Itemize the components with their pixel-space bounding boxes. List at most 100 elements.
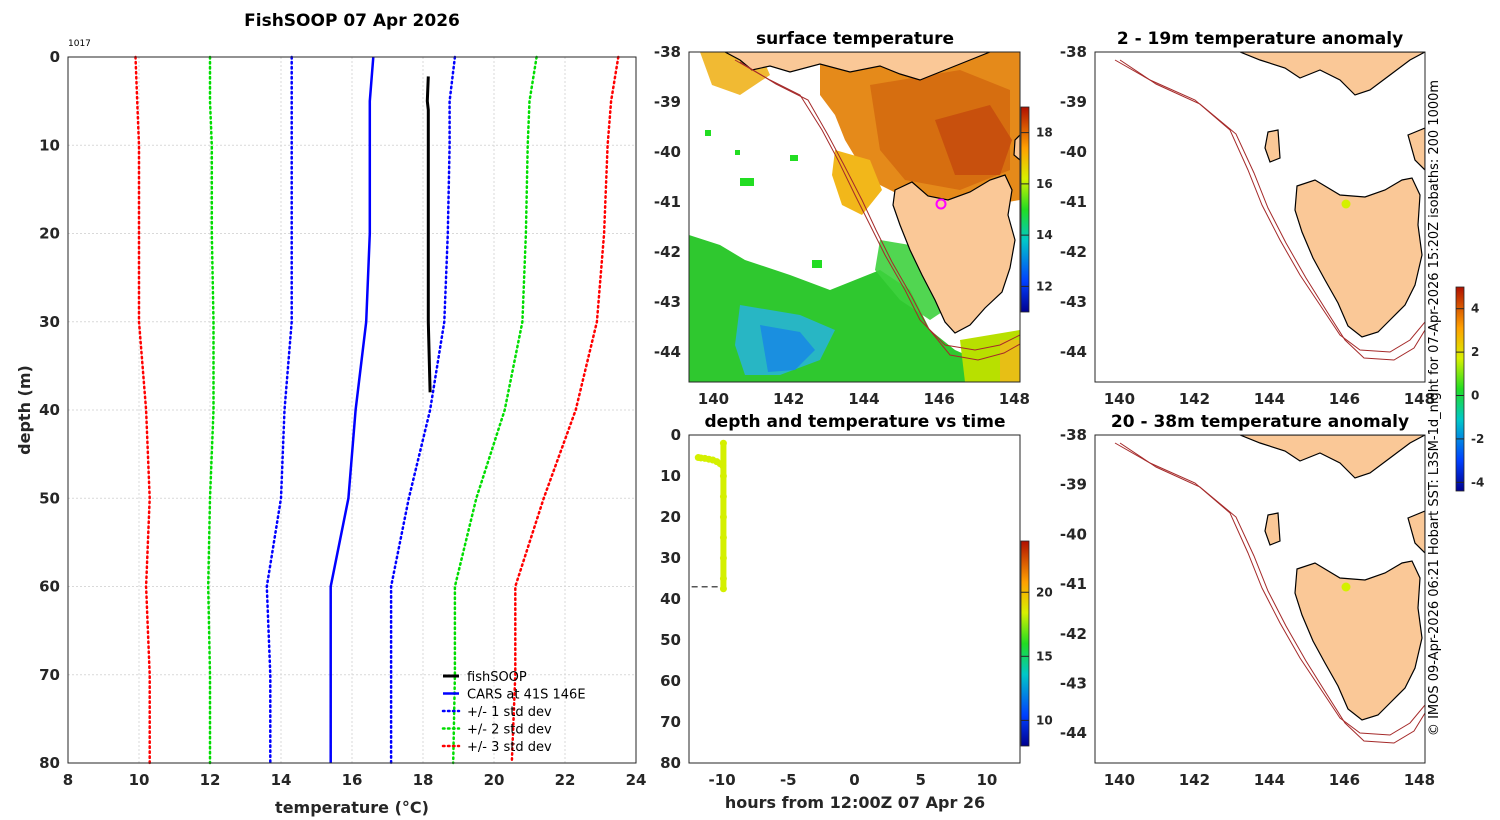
profile-y-ticks: 0 10 20 30 40 50 60 70 80	[39, 48, 60, 772]
map-y-tick-label: -42	[654, 243, 681, 261]
profile-x-tick-label: 20	[484, 771, 505, 789]
map-y-tick-label: -40	[654, 143, 681, 161]
depth-time-chart-title: depth and temperature vs time	[705, 412, 1006, 432]
profile-annotation: 1017	[68, 39, 91, 49]
depth-time-colorbar	[1020, 540, 1030, 747]
map-x-tick-label: 146	[1329, 771, 1360, 789]
anomaly-upper-marker	[1341, 199, 1351, 209]
map-y-tick-label: -38	[654, 43, 681, 61]
anomaly-lower-map: 20 - 38m temperature anomaly 140 142 144 14…	[1060, 286, 1484, 789]
colorbar-tick-label: 20	[1036, 585, 1053, 599]
sst-sample-location-marker	[935, 198, 947, 210]
depth-time-y-tick-label: 30	[660, 549, 681, 567]
map-x-tick-label: 142	[1179, 390, 1210, 408]
map-y-tick-label: -39	[1060, 93, 1087, 111]
profile-line-cars-at-41s-146e	[329, 56, 375, 763]
profile-legend-label: CARS at 41S 146E	[467, 688, 586, 703]
map-y-tick-label: -43	[1060, 674, 1087, 692]
depth-time-colorbar-ticks: 10 15 20	[1021, 585, 1053, 727]
profile-y-tick-label: 0	[50, 48, 60, 66]
colorbar-tick-label: 0	[1471, 389, 1479, 403]
profile-x-tick-label: 8	[63, 771, 73, 789]
map-y-tick-label: -40	[1060, 525, 1087, 543]
profile-legend-label: +/- 3 std dev	[467, 740, 552, 755]
depth-time-y-tick-label: 70	[660, 713, 681, 731]
depth-time-point	[719, 513, 727, 521]
profile-grid	[67, 56, 637, 764]
map-x-tick-label: 146	[923, 390, 954, 408]
depth-time-y-tick-label: 40	[660, 590, 681, 608]
sst-colorbar-ticks: 12 14 16 18	[1021, 126, 1053, 293]
profile-legend-label: +/- 2 std dev	[467, 723, 552, 738]
depth-time-y-tick-label: 80	[660, 754, 681, 772]
colorbar-tick-label: -4	[1471, 475, 1484, 489]
depth-time-point	[719, 534, 727, 541]
sst-map-x-ticks: 140 142 144 146 148	[698, 390, 1030, 408]
map-x-tick-label: 148	[1404, 390, 1435, 408]
anomaly-lower-frame	[1094, 434, 1426, 764]
profile-x-tick-label: 24	[626, 771, 647, 789]
depth-time-point	[719, 472, 727, 480]
depth-time-y-tick-label: 10	[660, 467, 681, 485]
map-y-tick-label: -44	[654, 343, 681, 361]
profile-series	[134, 55, 620, 765]
map-y-tick-label: -42	[1060, 243, 1087, 261]
profile-legend-label: +/- 1 std dev	[467, 705, 552, 720]
profile-x-tick-label: 14	[271, 771, 292, 789]
mainland-australia	[1239, 52, 1425, 96]
sst-map-frame	[688, 51, 1021, 383]
profile-y-tick-label: 70	[39, 666, 60, 684]
profile-x-tick-label: 22	[555, 771, 576, 789]
profile-x-tick-label: 16	[342, 771, 363, 789]
colorbar-tick-label: 15	[1036, 649, 1053, 663]
map-x-tick-label: 142	[773, 390, 804, 408]
map-y-tick-label: -41	[654, 193, 681, 211]
colorbar-tick-label: 2	[1471, 345, 1479, 359]
mainland-australia	[1239, 435, 1425, 479]
depth-time-point	[719, 575, 727, 582]
depth-time-x-tick-label: -10	[709, 771, 736, 789]
colorbar-tick-label: -2	[1471, 432, 1484, 446]
depth-time-y-tick-label: 50	[660, 631, 681, 649]
profile-line-fishsoop	[425, 76, 432, 393]
depth-time-points	[691, 439, 727, 593]
profile-y-tick-label: 60	[39, 578, 60, 596]
sst-colorbar	[1020, 106, 1030, 313]
profile-chart-title: FishSOOP 07 Apr 2026	[244, 11, 460, 31]
profile-legend: fishSOOP CARS at 41S 146E +/- 1 std dev +/-…	[441, 670, 586, 755]
map-y-tick-label: -43	[1060, 293, 1087, 311]
depth-time-x-ticks: -10 -5 0 5 10	[709, 771, 998, 789]
tasmania	[1294, 560, 1423, 721]
depth-time-point	[719, 554, 727, 562]
depth-time-y-tick-label: 20	[660, 508, 681, 526]
depth-time-x-tick-label: 10	[976, 771, 997, 789]
profile-plot-frame	[67, 56, 637, 764]
profile-line-3-std-dev-lower	[134, 55, 151, 765]
tasmania	[892, 174, 1016, 334]
profile-legend-label: fishSOOP	[467, 670, 527, 685]
anomaly-lower-y-ticks: -38 -39 -40 -41 -42 -43 -44	[1060, 426, 1087, 742]
profile-chart: FishSOOP 07 Apr 2026 1017 8 10 12 14 16 18 20 2…	[15, 11, 646, 817]
map-y-tick-label: -39	[654, 93, 681, 111]
colorbar-tick-label: 16	[1036, 177, 1053, 191]
colorbar-tick-label: 10	[1036, 713, 1053, 727]
profile-x-tick-label: 10	[129, 771, 150, 789]
profile-y-tick-label: 30	[39, 313, 60, 331]
profile-line-2-std-dev	[451, 55, 538, 765]
depth-time-y-tick-label: 60	[660, 672, 681, 690]
profile-x-tick-label: 12	[200, 771, 221, 789]
map-x-tick-label: 142	[1179, 771, 1210, 789]
anomaly-lower-title: 20 - 38m temperature anomaly	[1111, 412, 1409, 432]
map-x-tick-label: 148	[1404, 771, 1435, 789]
profile-y-axis-label: depth (m)	[15, 365, 34, 455]
anomaly-colorbar-ticks: -4 -2 0 2 4	[1456, 302, 1484, 489]
map-x-tick-label: 144	[848, 390, 879, 408]
sst-map-y-ticks: -38 -39 -40 -41 -42 -43 -44	[654, 43, 681, 361]
depth-time-x-axis-label: hours from 12:00Z 07 Apr 26	[725, 793, 985, 812]
profile-y-tick-label: 80	[39, 754, 60, 772]
profile-line-3-std-dev	[510, 55, 620, 765]
map-x-tick-label: 140	[1104, 771, 1135, 789]
sst-map: surface temperature	[654, 29, 1053, 408]
profile-y-tick-label: 40	[39, 401, 60, 419]
map-x-tick-label: 144	[1254, 390, 1285, 408]
